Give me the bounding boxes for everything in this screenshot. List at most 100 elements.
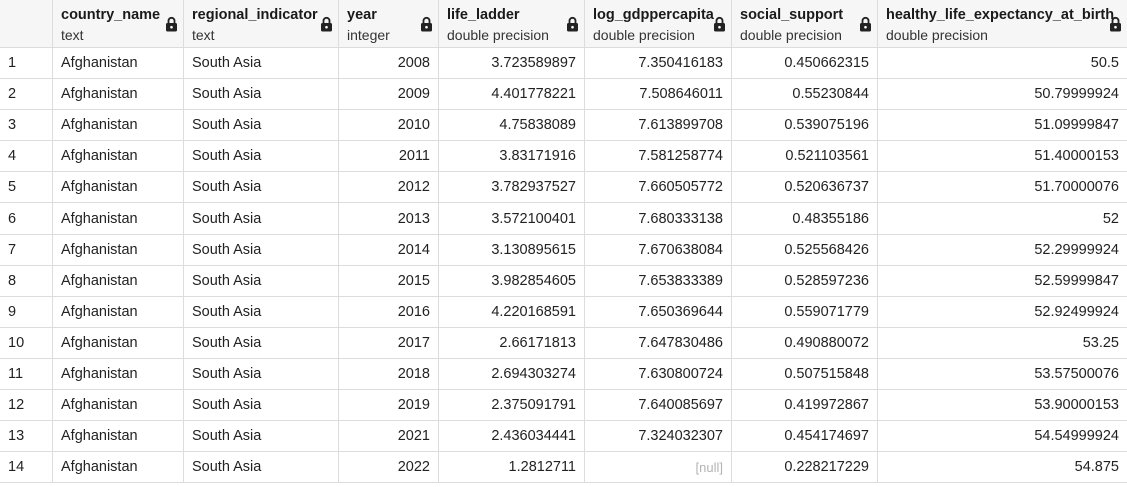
cell-row-number[interactable]: 10 [0, 327, 53, 359]
table-row[interactable]: 2 Afghanistan South Asia 2009 4.401778221 7.5… [0, 79, 1127, 111]
cell-log-gdppercapita[interactable]: 7.630800724 [585, 358, 732, 391]
cell-row-number[interactable]: 2 [0, 79, 53, 111]
cell-log-gdppercapita[interactable]: 7.324032307 [585, 421, 732, 453]
cell-life-ladder[interactable]: 2.694303274 [439, 358, 585, 391]
cell-log-gdppercapita[interactable]: 7.581258774 [585, 141, 732, 173]
cell-log-gdppercapita[interactable]: 7.508646011 [585, 79, 732, 111]
cell-life-ladder[interactable]: 4.401778221 [439, 79, 585, 111]
cell-country-name[interactable]: Afghanistan [53, 234, 184, 266]
cell-life-ladder[interactable]: 2.375091791 [439, 390, 585, 422]
cell-healthy-life-expectancy[interactable]: 51.40000153 [878, 141, 1127, 173]
cell-social-support[interactable]: 0.520636737 [732, 172, 878, 204]
cell-row-number[interactable]: 7 [0, 234, 53, 266]
cell-log-gdppercapita[interactable]: 7.647830486 [585, 327, 732, 359]
cell-social-support[interactable]: 0.228217229 [732, 452, 878, 484]
cell-year[interactable]: 2013 [339, 203, 439, 235]
cell-regional-indicator[interactable]: South Asia [184, 452, 339, 484]
cell-regional-indicator[interactable]: South Asia [184, 141, 339, 173]
table-row[interactable]: 11 Afghanistan South Asia 2018 2.694303274 7.… [0, 358, 1127, 391]
cell-country-name[interactable]: Afghanistan [53, 172, 184, 204]
cell-year[interactable]: 2008 [339, 48, 439, 80]
cell-life-ladder[interactable]: 3.782937527 [439, 172, 585, 204]
column-header-country-name[interactable]: country_name text [53, 0, 184, 48]
table-row[interactable]: 9 Afghanistan South Asia 2016 4.220168591 7.6… [0, 296, 1127, 328]
cell-row-number[interactable]: 9 [0, 296, 53, 328]
cell-regional-indicator[interactable]: South Asia [184, 172, 339, 204]
cell-social-support[interactable]: 0.450662315 [732, 48, 878, 80]
cell-log-gdppercapita[interactable]: 7.350416183 [585, 48, 732, 80]
cell-year[interactable]: 2014 [339, 234, 439, 266]
column-header-year[interactable]: year integer [339, 0, 439, 48]
cell-regional-indicator[interactable]: South Asia [184, 327, 339, 359]
cell-row-number[interactable]: 1 [0, 48, 53, 80]
cell-log-gdppercapita[interactable]: 7.653833389 [585, 265, 732, 297]
column-header-social-support[interactable]: social_support double precision [732, 0, 878, 48]
cell-year[interactable]: 2021 [339, 421, 439, 453]
cell-healthy-life-expectancy[interactable]: 50.5 [878, 48, 1127, 80]
cell-regional-indicator[interactable]: South Asia [184, 358, 339, 391]
cell-healthy-life-expectancy[interactable]: 52.29999924 [878, 235, 1127, 266]
cell-row-number[interactable]: 6 [0, 203, 53, 235]
cell-life-ladder[interactable]: 3.982854605 [439, 265, 585, 297]
cell-country-name[interactable]: Afghanistan [53, 203, 184, 235]
cell-healthy-life-expectancy[interactable]: 53.25 [878, 328, 1127, 359]
cell-log-gdppercapita[interactable]: 7.650369644 [585, 296, 732, 328]
table-row[interactable]: 1 Afghanistan South Asia 2008 3.723589897 7.3… [0, 48, 1127, 80]
cell-healthy-life-expectancy[interactable]: 53.57500076 [878, 359, 1127, 391]
cell-regional-indicator[interactable]: South Asia [184, 265, 339, 297]
cell-country-name[interactable]: Afghanistan [53, 390, 184, 422]
table-row[interactable]: 7 Afghanistan South Asia 2014 3.130895615 7.6… [0, 234, 1127, 266]
cell-country-name[interactable]: Afghanistan [53, 48, 184, 80]
cell-country-name[interactable]: Afghanistan [53, 141, 184, 173]
cell-regional-indicator[interactable]: South Asia [184, 296, 339, 328]
cell-social-support[interactable]: 0.490880072 [732, 327, 878, 359]
cell-life-ladder[interactable]: 4.220168591 [439, 296, 585, 328]
cell-country-name[interactable]: Afghanistan [53, 296, 184, 328]
cell-row-number[interactable]: 14 [0, 452, 53, 484]
table-row[interactable]: 6 Afghanistan South Asia 2013 3.572100401 7.6… [0, 203, 1127, 235]
cell-row-number[interactable]: 11 [0, 358, 53, 391]
cell-life-ladder[interactable]: 4.75838089 [439, 110, 585, 142]
cell-log-gdppercapita[interactable]: [null] [585, 452, 732, 484]
table-row[interactable]: 12 Afghanistan South Asia 2019 2.375091791 7.… [0, 390, 1127, 422]
table-row[interactable]: 4 Afghanistan South Asia 2011 3.83171916 7.58… [0, 141, 1127, 173]
cell-year[interactable]: 2009 [339, 79, 439, 111]
cell-row-number[interactable]: 12 [0, 390, 53, 422]
cell-year[interactable]: 2015 [339, 265, 439, 297]
cell-log-gdppercapita[interactable]: 7.660505772 [585, 172, 732, 204]
cell-year[interactable]: 2022 [339, 452, 439, 484]
cell-healthy-life-expectancy[interactable]: 54.54999924 [878, 421, 1127, 453]
column-header-life-ladder[interactable]: life_ladder double precision [439, 0, 585, 48]
cell-log-gdppercapita[interactable]: 7.613899708 [585, 110, 732, 142]
cell-social-support[interactable]: 0.48355186 [732, 203, 878, 235]
cell-log-gdppercapita[interactable]: 7.680333138 [585, 203, 732, 235]
cell-life-ladder[interactable]: 1.2812711 [439, 452, 585, 484]
cell-regional-indicator[interactable]: South Asia [184, 203, 339, 235]
cell-row-number[interactable]: 8 [0, 265, 53, 297]
column-header-regional-indicator[interactable]: regional_indicator text [184, 0, 339, 48]
cell-row-number[interactable]: 13 [0, 421, 53, 453]
table-row[interactable]: 13 Afghanistan South Asia 2021 2.436034441 7.… [0, 421, 1127, 453]
cell-row-number[interactable]: 5 [0, 172, 53, 204]
cell-social-support[interactable]: 0.521103561 [732, 141, 878, 173]
cell-life-ladder[interactable]: 3.130895615 [439, 234, 585, 266]
cell-healthy-life-expectancy[interactable]: 51.09999847 [878, 110, 1127, 142]
cell-life-ladder[interactable]: 3.572100401 [439, 203, 585, 235]
cell-regional-indicator[interactable]: South Asia [184, 79, 339, 111]
table-row[interactable]: 14 Afghanistan South Asia 2022 1.2812711 [nul… [0, 452, 1127, 484]
cell-social-support[interactable]: 0.528597236 [732, 265, 878, 297]
cell-social-support[interactable]: 0.419972867 [732, 390, 878, 422]
cell-social-support[interactable]: 0.539075196 [732, 110, 878, 142]
cell-life-ladder[interactable]: 2.66171813 [439, 327, 585, 359]
cell-country-name[interactable]: Afghanistan [53, 79, 184, 111]
cell-year[interactable]: 2017 [339, 327, 439, 359]
cell-healthy-life-expectancy[interactable]: 52.92499924 [878, 297, 1127, 328]
cell-log-gdppercapita[interactable]: 7.670638084 [585, 234, 732, 266]
cell-year[interactable]: 2012 [339, 172, 439, 204]
cell-healthy-life-expectancy[interactable]: 52 [878, 203, 1127, 235]
cell-social-support[interactable]: 0.507515848 [732, 358, 878, 391]
cell-country-name[interactable]: Afghanistan [53, 452, 184, 484]
cell-social-support[interactable]: 0.525568426 [732, 234, 878, 266]
cell-regional-indicator[interactable]: South Asia [184, 390, 339, 422]
cell-regional-indicator[interactable]: South Asia [184, 48, 339, 80]
